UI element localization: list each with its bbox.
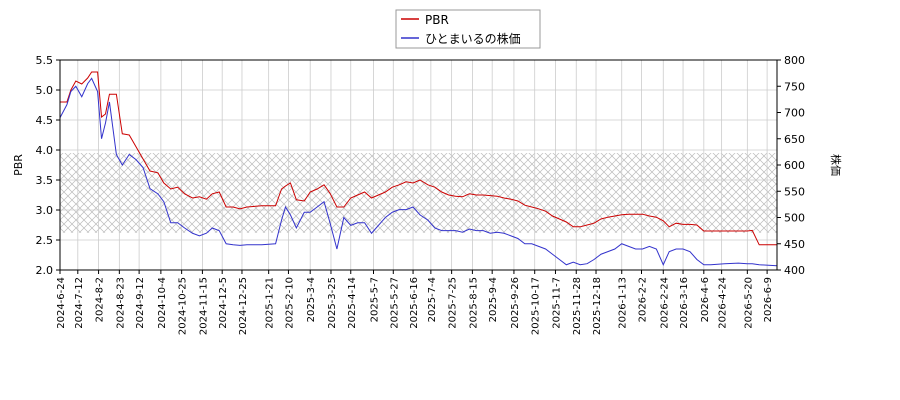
x-tick-label: 2024-10-4 [157, 277, 168, 329]
x-tick-label: 2024-7-12 [74, 277, 85, 329]
legend-label: PBR [425, 13, 449, 27]
x-tick-label: 2025-5-27 [389, 277, 400, 329]
x-tick-label: 2025-1-21 [265, 277, 276, 329]
y-tick-label: 5.5 [36, 54, 54, 67]
legend-label: ひとまいるの株価 [425, 31, 521, 46]
y-tick-label: 3.0 [36, 204, 54, 217]
plot-frame [59, 59, 778, 271]
y2-tick-label: 550 [784, 185, 805, 198]
y-tick-label: 3.5 [36, 174, 54, 187]
y2-tick-label: 700 [784, 107, 805, 120]
x-tick-label: 2026-4-6 [700, 277, 711, 322]
x-tick-label: 2024-8-23 [115, 277, 126, 329]
x-tick-label: 2025-7-25 [448, 277, 459, 329]
x-tick-label: 2025-10-17 [531, 277, 542, 335]
series-line [60, 71, 777, 246]
x-tick-label: 2025-9-4 [488, 277, 499, 322]
series-line [59, 77, 778, 267]
y2-tick-label: 750 [784, 80, 805, 93]
x-tick-label: 2026-3-16 [679, 277, 690, 329]
legend-box [395, 9, 541, 49]
y2-tick-label: 650 [784, 133, 805, 146]
x-tick-label: 2024-11-15 [198, 277, 209, 335]
y2-tick-label: 450 [784, 238, 805, 251]
x-tick-label: 2025-7-4 [427, 277, 438, 322]
y-axis-label: PBR [12, 154, 25, 176]
x-tick-label: 2025-3-4 [306, 277, 317, 322]
x-tick-label: 2024-6-24 [56, 277, 67, 329]
y-tick-label: 2.0 [36, 264, 54, 277]
x-tick-label: 2026-6-9 [763, 277, 774, 322]
y2-tick-label: 600 [784, 159, 805, 172]
x-tick-label: 2025-2-10 [284, 277, 295, 329]
x-tick-label: 2025-4-14 [347, 277, 358, 329]
x-tick-label: 2025-6-16 [409, 277, 420, 329]
x-tick-label: 2026-5-20 [743, 277, 754, 329]
x-tick-label: 2026-2-2 [638, 277, 649, 322]
y2-axis-label: 株価 [829, 154, 843, 176]
x-tick-label: 2025-11-28 [572, 277, 583, 335]
y-tick-label: 2.5 [36, 234, 54, 247]
x-tick-label: 2024-10-25 [178, 277, 189, 335]
x-tick-label: 2025-3-25 [327, 277, 338, 329]
y2-tick-label: 500 [784, 212, 805, 225]
x-tick-label: 2024-8-2 [95, 277, 106, 322]
x-tick-label: 2026-2-24 [659, 277, 670, 329]
x-tick-label: 2025-8-15 [468, 277, 479, 329]
y-tick-label: 5.0 [36, 84, 54, 97]
hatched-band [60, 153, 777, 233]
x-tick-label: 2025-12-18 [592, 277, 603, 335]
x-tick-label: 2024-9-12 [135, 277, 146, 329]
y-tick-label: 4.0 [36, 144, 54, 157]
x-tick-label: 2024-12-5 [218, 277, 229, 329]
y2-tick-label: 800 [784, 54, 805, 67]
x-tick-label: 2025-9-26 [510, 277, 521, 329]
x-tick-label: 2026-1-13 [618, 277, 629, 329]
x-tick-label: 2024-12-25 [238, 277, 249, 335]
x-tick-label: 2025-11-7 [551, 277, 562, 329]
y2-tick-label: 400 [784, 264, 805, 277]
x-tick-label: 2025-5-7 [370, 277, 381, 322]
y-tick-label: 4.5 [36, 114, 54, 127]
x-tick-label: 2026-4-24 [718, 277, 729, 329]
